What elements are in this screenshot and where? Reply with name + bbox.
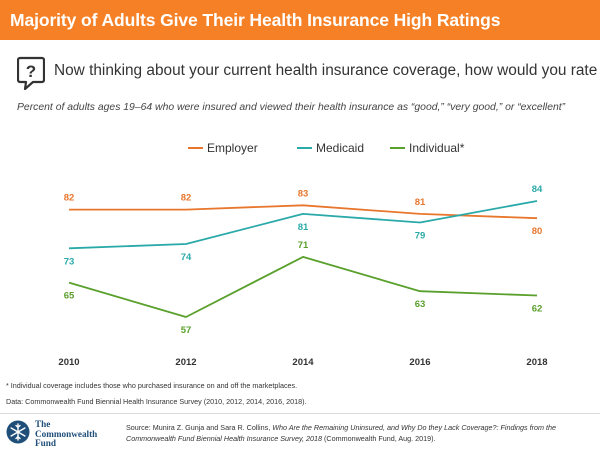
data-label-1-1: 82 <box>64 193 75 204</box>
commonwealth-fund-logo: The Commonwealth Fund <box>6 418 106 448</box>
snowflake-logo-icon <box>6 420 30 444</box>
x-tick-label-4: 2016 <box>409 357 430 368</box>
series-line-3 <box>68 256 538 318</box>
data-label-3-4: 63 <box>415 299 426 310</box>
data-label-2-5: 84 <box>532 184 543 195</box>
data-label-2-3: 81 <box>298 222 309 233</box>
data-label-2-2: 74 <box>181 252 192 263</box>
x-tick-label-5: 2018 <box>526 357 547 368</box>
data-label-1-3: 83 <box>298 188 309 199</box>
source-suffix: (Commonwealth Fund, Aug. 2019). <box>322 433 436 443</box>
logo-line-3: Fund <box>35 438 56 449</box>
logo-line-1: The <box>35 419 51 429</box>
legend-label-2: Medicaid <box>316 141 364 155</box>
logo-wordmark: The Commonwealth Fund <box>35 419 98 449</box>
survey-question: Now thinking about your current health i… <box>54 62 600 79</box>
svg-text:?: ? <box>26 62 36 81</box>
data-label-3-5: 62 <box>532 304 543 315</box>
data-label-1-2: 82 <box>181 193 192 204</box>
data-label-1-4: 81 <box>415 197 426 208</box>
data-label-3-2: 57 <box>181 325 192 336</box>
data-label-2-4: 79 <box>415 231 426 242</box>
data-label-2-1: 73 <box>64 256 75 267</box>
data-label-1-5: 80 <box>532 226 543 237</box>
source-title: Who Are the Remaining Uninsured, and Why… <box>126 423 556 443</box>
legend-label-1: Employer <box>207 141 258 155</box>
data-note: Data: Commonwealth Fund Biennial Health … <box>6 397 307 406</box>
footer-divider <box>0 413 600 414</box>
page-title: Majority of Adults Give Their Health Ins… <box>10 10 501 30</box>
footnote: * Individual coverage includes those who… <box>6 381 298 390</box>
question-mark-icon: ? <box>17 56 45 90</box>
x-tick-label-2: 2012 <box>175 357 196 368</box>
logo-line-2: Commonwealth <box>35 428 98 439</box>
x-tick-label-1: 2010 <box>58 357 79 368</box>
chart-subtitle: Percent of adults ages 19–64 who were in… <box>17 102 566 113</box>
data-label-3-1: 65 <box>64 291 75 302</box>
line-chart: Employer Medicaid Individual* 82 82 83 81 80 73 7… <box>58 141 547 368</box>
source-citation: Source: Munira Z. Gunja and Sara R. Coll… <box>126 423 596 444</box>
series-line-1 <box>69 204 538 220</box>
title-bar: Majority of Adults Give Their Health Ins… <box>0 0 600 40</box>
series-line-2 <box>68 200 538 250</box>
source-prefix: Source: Munira Z. Gunja and Sara R. Coll… <box>126 423 273 432</box>
data-label-3-3: 71 <box>298 240 309 251</box>
legend-label-3: Individual* <box>409 141 465 155</box>
x-tick-label-3: 2014 <box>292 357 314 368</box>
